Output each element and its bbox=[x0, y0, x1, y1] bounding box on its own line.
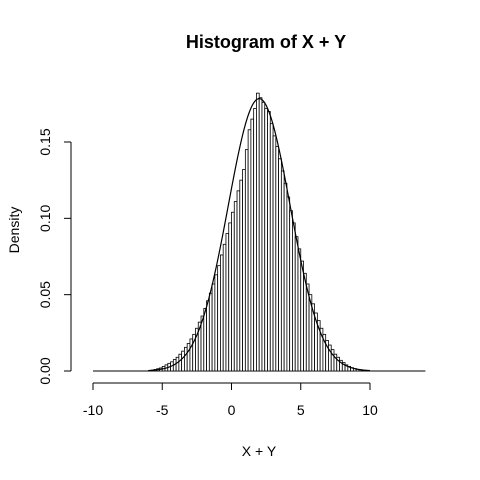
histogram-bar bbox=[281, 171, 284, 371]
histogram-bar bbox=[182, 351, 185, 371]
histogram-bar bbox=[279, 159, 282, 371]
histogram-bar bbox=[234, 202, 237, 371]
y-tick-label: 0.00 bbox=[37, 357, 53, 384]
x-axis: -10 -5 0 5 10 bbox=[83, 383, 378, 418]
histogram-bars bbox=[93, 93, 425, 371]
histogram-bar bbox=[268, 111, 271, 371]
histogram-bar bbox=[218, 266, 221, 371]
histogram-bar bbox=[256, 93, 259, 371]
histogram-bar bbox=[232, 212, 235, 371]
histogram-bar bbox=[276, 147, 279, 371]
histogram-bar bbox=[229, 223, 232, 371]
histogram-bar bbox=[207, 301, 210, 371]
x-tick-label: -10 bbox=[83, 402, 103, 418]
histogram-bar bbox=[259, 98, 262, 371]
histogram-bar bbox=[251, 119, 254, 371]
x-tick-label: 0 bbox=[228, 402, 236, 418]
histogram-bar bbox=[287, 197, 290, 371]
histogram-bar bbox=[245, 150, 248, 371]
chart-title: Histogram of X + Y bbox=[186, 32, 346, 52]
y-tick-label: 0.15 bbox=[37, 128, 53, 155]
histogram-bar bbox=[237, 191, 240, 371]
histogram-bar bbox=[215, 275, 218, 371]
histogram-bar bbox=[240, 180, 243, 371]
histogram-bar bbox=[298, 249, 301, 371]
histogram-bar bbox=[179, 354, 182, 371]
histogram-bar bbox=[209, 293, 212, 371]
histogram-bar bbox=[295, 237, 298, 371]
histogram-bar bbox=[204, 308, 207, 371]
histogram-bar bbox=[187, 344, 190, 371]
histogram-bar bbox=[176, 357, 179, 371]
y-axis-label: Density bbox=[6, 207, 22, 254]
histogram-bar bbox=[243, 169, 246, 371]
histogram-bar bbox=[290, 211, 293, 371]
histogram-bar bbox=[254, 108, 257, 371]
histogram-bar bbox=[265, 108, 268, 371]
x-tick-label: -5 bbox=[156, 402, 169, 418]
y-tick-label: 0.05 bbox=[37, 281, 53, 308]
histogram-bar bbox=[284, 183, 287, 371]
x-tick-label: 10 bbox=[362, 402, 378, 418]
y-axis: 0.00 0.05 0.10 0.15 bbox=[37, 128, 71, 384]
histogram-bar bbox=[304, 273, 307, 371]
histogram-bar bbox=[184, 347, 187, 371]
histogram-bar bbox=[212, 284, 215, 371]
histogram-bar bbox=[301, 261, 304, 371]
histogram-bar bbox=[292, 223, 295, 371]
y-tick-label: 0.10 bbox=[37, 204, 53, 231]
x-tick-label: 5 bbox=[297, 402, 305, 418]
histogram-bar bbox=[248, 130, 251, 371]
histogram-bar bbox=[262, 102, 265, 371]
histogram-bar bbox=[270, 124, 273, 371]
histogram-bar bbox=[223, 244, 226, 371]
histogram-bar bbox=[226, 234, 229, 371]
histogram-bar bbox=[273, 136, 276, 371]
x-axis-label: X + Y bbox=[242, 443, 277, 459]
histogram-bar bbox=[220, 255, 223, 371]
